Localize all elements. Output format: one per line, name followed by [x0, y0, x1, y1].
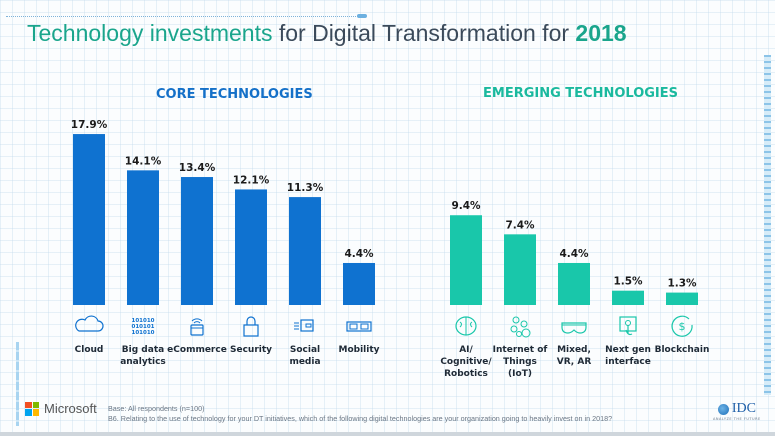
vr-headset-icon — [561, 322, 587, 334]
microsoft-logo: Microsoft — [25, 401, 97, 416]
core-bar-5 — [343, 262, 375, 305]
core-category-label-0: Cloud — [75, 345, 104, 355]
brain-icon — [455, 316, 477, 336]
core-category-label-4: Social — [290, 345, 320, 355]
emerging-bar-2 — [558, 262, 590, 305]
emerging-value-label-4: 1.3% — [667, 278, 697, 290]
network-nodes-icon — [510, 316, 531, 338]
core-value-label-3: 12.1% — [233, 174, 270, 186]
emerging-bar-0 — [450, 215, 482, 305]
microsoft-squares-icon — [25, 401, 39, 416]
svg-text:$: $ — [679, 320, 686, 333]
core-category-label-5: Mobility — [338, 345, 379, 355]
idc-logo: IDC ANALYZE THE FUTURE — [713, 401, 761, 421]
emerging-category-label-1: (IoT) — [508, 369, 532, 379]
core-bar-4 — [289, 197, 321, 305]
emerging-category-label-4: Blockchain — [655, 345, 710, 355]
core-bar-0 — [73, 134, 105, 305]
svg-text:101010: 101010 — [132, 318, 155, 324]
svg-text:101010: 101010 — [132, 330, 155, 336]
core-value-label-5: 4.4% — [344, 248, 374, 260]
idc-globe-icon — [717, 403, 729, 415]
core-value-label-2: 13.4% — [179, 162, 216, 174]
touch-screen-icon — [619, 316, 637, 336]
core-bar-2 — [181, 177, 213, 305]
emerging-category-label-3: Next gen — [605, 345, 651, 355]
core-category-label-2: eCommerce — [167, 345, 227, 355]
survey-question: B6. Relating to the use of technology fo… — [108, 414, 613, 423]
dollar-cycle-icon: $ — [671, 315, 693, 337]
title-year: 2018 — [575, 20, 627, 46]
footnote: Base: All respondents (n=100) B6. Relati… — [108, 404, 612, 424]
decorative-line-end — [357, 14, 367, 18]
emerging-value-label-0: 9.4% — [451, 200, 481, 212]
emerging-category-label-0: Cognitive/ — [440, 357, 492, 367]
emerging-category-label-2: Mixed, — [557, 345, 591, 355]
emerging-value-label-2: 4.4% — [559, 248, 589, 260]
emerging-category-label-1: Things — [503, 357, 537, 367]
emerging-value-label-3: 1.5% — [613, 276, 643, 288]
core-technologies-heading: CORE TECHNOLOGIES — [156, 87, 313, 102]
emerging-category-label-3: interface — [605, 357, 651, 367]
idc-tagline: ANALYZE THE FUTURE — [713, 417, 761, 421]
title-highlight: Technology investments — [27, 20, 273, 46]
svg-text:010101: 010101 — [132, 324, 155, 330]
title-middle: for Digital Transformation for — [278, 20, 570, 46]
emerging-technologies-heading: EMERGING TECHNOLOGIES — [483, 86, 679, 101]
mobile-devices-icon — [346, 321, 372, 332]
core-bar-3 — [235, 189, 267, 305]
emerging-category-label-0: Robotics — [444, 369, 488, 379]
core-category-label-4: media — [289, 357, 320, 367]
emerging-category-label-1: Internet of — [493, 345, 548, 355]
decorative-dotted-line — [6, 16, 362, 17]
bottom-border — [0, 432, 775, 436]
decorative-ruler-right — [764, 55, 771, 395]
microsoft-wordmark: Microsoft — [44, 401, 97, 416]
emerging-value-label-1: 7.4% — [505, 219, 535, 231]
news-feed-icon — [294, 319, 314, 332]
emerging-bar-4 — [666, 292, 698, 305]
decorative-ruler-left — [16, 342, 19, 426]
emerging-bar-1 — [504, 234, 536, 305]
cloud-icon — [75, 315, 104, 332]
page-title: Technology investments for Digital Trans… — [27, 20, 627, 47]
padlock-icon — [243, 316, 259, 337]
wallet-wifi-icon — [190, 318, 204, 336]
emerging-category-label-0: AI/ — [459, 345, 473, 355]
emerging-category-label-2: VR, AR — [557, 357, 592, 367]
core-category-label-1: Big data — [122, 345, 164, 355]
base-note: Base: All respondents (n=100) — [108, 404, 205, 413]
core-category-label-3: Security — [230, 345, 272, 355]
core-bar-1 — [127, 170, 159, 305]
emerging-bar-3 — [612, 290, 644, 305]
core-value-label-4: 11.3% — [287, 182, 324, 194]
core-value-label-0: 17.9% — [71, 119, 108, 131]
idc-wordmark: IDC — [731, 401, 756, 416]
core-value-label-1: 14.1% — [125, 155, 162, 167]
core-category-label-1: analytics — [120, 357, 166, 367]
